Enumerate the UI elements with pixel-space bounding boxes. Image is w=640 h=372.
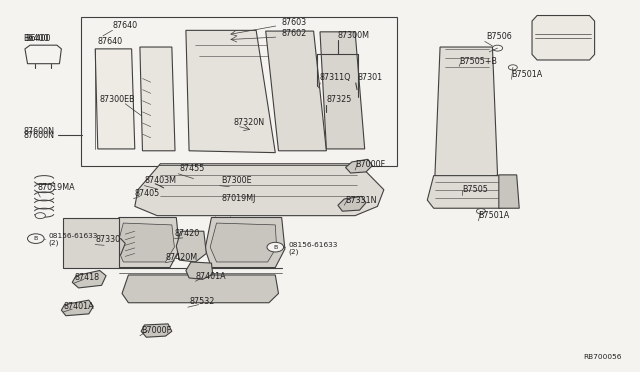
Circle shape <box>476 209 485 214</box>
Text: B7505: B7505 <box>462 185 488 194</box>
Text: 87420M: 87420M <box>166 253 198 262</box>
Polygon shape <box>320 32 365 149</box>
Polygon shape <box>72 270 106 288</box>
Circle shape <box>492 45 502 51</box>
Text: B: B <box>273 245 277 250</box>
Text: 87403M: 87403M <box>145 176 177 185</box>
Circle shape <box>508 65 517 70</box>
Text: 87420: 87420 <box>174 229 200 238</box>
Text: B: B <box>34 236 38 241</box>
Text: B7501A: B7501A <box>478 211 509 220</box>
Polygon shape <box>140 47 175 151</box>
Text: 87640: 87640 <box>113 21 138 31</box>
Polygon shape <box>210 223 276 262</box>
Text: B7000F: B7000F <box>355 160 385 169</box>
Polygon shape <box>113 218 179 267</box>
Polygon shape <box>117 223 174 262</box>
Text: 87019MA: 87019MA <box>38 183 76 192</box>
Text: 87532: 87532 <box>189 298 214 307</box>
Text: 08156-61633
(2): 08156-61633 (2) <box>49 233 98 247</box>
Polygon shape <box>122 275 278 303</box>
Bar <box>563 21 587 35</box>
Circle shape <box>456 187 465 192</box>
Circle shape <box>35 213 45 219</box>
Polygon shape <box>135 164 384 216</box>
Circle shape <box>456 60 465 65</box>
Text: B7505+B: B7505+B <box>460 57 497 65</box>
Polygon shape <box>532 16 595 60</box>
Circle shape <box>216 219 225 224</box>
Text: 87325: 87325 <box>326 96 352 105</box>
Text: 87455: 87455 <box>179 164 205 173</box>
Text: 87603: 87603 <box>282 17 307 27</box>
Polygon shape <box>92 238 125 256</box>
Polygon shape <box>141 324 172 337</box>
Text: 87602: 87602 <box>282 29 307 38</box>
Text: 87330: 87330 <box>95 235 120 244</box>
Text: RB700056: RB700056 <box>583 354 621 360</box>
Text: B7000F: B7000F <box>141 326 172 335</box>
Bar <box>81 17 397 166</box>
Text: B7300E: B7300E <box>221 176 252 185</box>
Text: 87401A: 87401A <box>195 272 226 280</box>
Polygon shape <box>186 262 212 279</box>
Polygon shape <box>346 159 372 173</box>
Polygon shape <box>25 45 61 64</box>
Text: 87320N: 87320N <box>234 118 265 127</box>
Polygon shape <box>95 49 135 149</box>
Polygon shape <box>176 231 206 262</box>
Polygon shape <box>338 196 366 211</box>
Text: B7501A: B7501A <box>511 70 543 78</box>
Text: B7331N: B7331N <box>346 196 377 205</box>
Text: B6400: B6400 <box>25 34 51 43</box>
Text: 87300EB: 87300EB <box>100 96 135 105</box>
Circle shape <box>152 141 160 145</box>
Text: 08156-61633
(2): 08156-61633 (2) <box>288 241 337 255</box>
Circle shape <box>152 125 160 129</box>
Text: 87418: 87418 <box>74 273 99 282</box>
Bar <box>540 20 559 32</box>
Text: 87640: 87640 <box>98 37 123 46</box>
Polygon shape <box>435 47 497 182</box>
Text: 87301: 87301 <box>357 73 382 82</box>
Polygon shape <box>186 31 275 153</box>
Polygon shape <box>499 175 519 208</box>
Circle shape <box>267 242 284 252</box>
Circle shape <box>28 234 44 243</box>
Text: 87019MJ: 87019MJ <box>221 194 255 203</box>
Text: 87600N: 87600N <box>23 131 54 141</box>
Text: 87300M: 87300M <box>338 31 370 39</box>
Text: 87311Q: 87311Q <box>320 73 351 82</box>
Text: B6400: B6400 <box>23 34 49 43</box>
Polygon shape <box>63 218 119 267</box>
Polygon shape <box>428 176 506 208</box>
Polygon shape <box>205 218 285 267</box>
Text: 87405: 87405 <box>135 189 160 198</box>
Polygon shape <box>61 300 93 316</box>
Circle shape <box>152 136 160 140</box>
Text: B7506: B7506 <box>486 32 512 41</box>
Polygon shape <box>266 31 326 151</box>
Text: 87600N: 87600N <box>23 127 54 136</box>
Text: 87401A: 87401A <box>63 302 94 311</box>
